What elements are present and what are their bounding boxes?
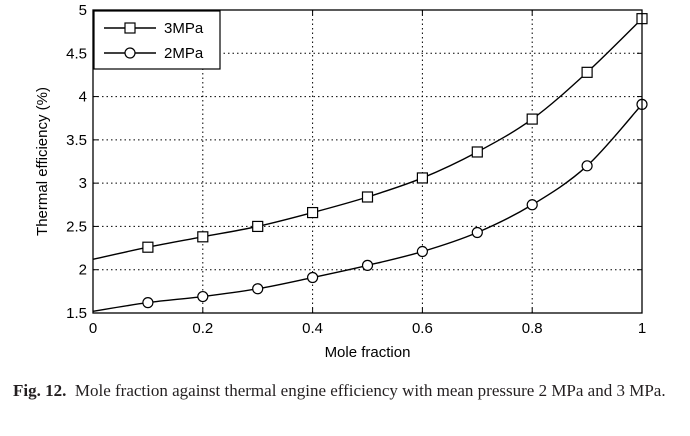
y-tick-label: 4.5 bbox=[66, 45, 87, 62]
data-point-2MPa bbox=[581, 160, 593, 172]
data-point-2MPa bbox=[197, 290, 209, 303]
data-point-3MPa bbox=[526, 113, 538, 125]
series-markers bbox=[142, 13, 648, 309]
caption-label: Fig. 12. bbox=[13, 381, 67, 400]
y-tick-label: 2.5 bbox=[66, 218, 87, 235]
data-point-3MPa bbox=[471, 146, 483, 158]
legend-marker bbox=[124, 22, 136, 34]
data-point-3MPa bbox=[581, 66, 593, 78]
data-point-2MPa bbox=[416, 245, 428, 258]
data-point-2MPa bbox=[307, 271, 319, 284]
data-point-3MPa bbox=[416, 172, 428, 184]
x-tick-label: 0.4 bbox=[302, 320, 323, 337]
x-tick-label: 0.8 bbox=[522, 320, 543, 337]
y-tick-label: 5 bbox=[79, 2, 87, 19]
data-point-2MPa bbox=[142, 297, 154, 309]
data-point-3MPa bbox=[307, 206, 319, 219]
x-tick-label: 0 bbox=[89, 320, 97, 337]
thermal-efficiency-chart: 0 0.2 0.4 0.6 0.8 1 1.5 2 2.5 3 3.5 4 4.5 5 Mole frac… bbox=[34, 2, 648, 361]
caption-text: Mole fraction against thermal engine eff… bbox=[74, 381, 666, 400]
y-tick-label: 3.5 bbox=[66, 132, 87, 149]
legend-label: 3MPa bbox=[164, 20, 204, 37]
x-axis-label: Mole fraction bbox=[325, 344, 411, 361]
x-tick-label: 1 bbox=[638, 320, 646, 337]
y-tick-label: 4 bbox=[79, 89, 87, 106]
y-tick-label: 1.5 bbox=[66, 305, 87, 322]
legend-box bbox=[93, 10, 221, 70]
y-tick-label: 2 bbox=[79, 262, 87, 279]
x-tick-label: 0.6 bbox=[412, 320, 433, 337]
data-point-3MPa bbox=[361, 191, 374, 203]
data-point-2MPa bbox=[526, 199, 538, 211]
data-point-2MPa bbox=[252, 283, 264, 295]
data-point-3MPa bbox=[142, 241, 154, 253]
legend: 3MPa 2MPa bbox=[93, 10, 221, 70]
legend-marker bbox=[124, 47, 136, 59]
figure-caption: Fig. 12. Mole fraction against thermal e… bbox=[13, 380, 685, 402]
series-line-2MPa bbox=[92, 103, 643, 312]
data-point-2MPa bbox=[471, 226, 483, 239]
x-tick-label: 0.2 bbox=[192, 320, 213, 337]
data-point-3MPa bbox=[252, 220, 264, 233]
tick-labels: 0 0.2 0.4 0.6 0.8 1 1.5 2 2.5 3 3.5 4 4.5 5 bbox=[66, 2, 646, 337]
legend-label: 2MPa bbox=[164, 45, 204, 62]
data-point-2MPa bbox=[361, 259, 374, 271]
data-point-3MPa bbox=[197, 231, 209, 243]
y-axis-label: Thermal efficiency (%) bbox=[34, 87, 51, 236]
y-tick-label: 3 bbox=[79, 175, 87, 192]
plot-frame bbox=[92, 9, 643, 314]
